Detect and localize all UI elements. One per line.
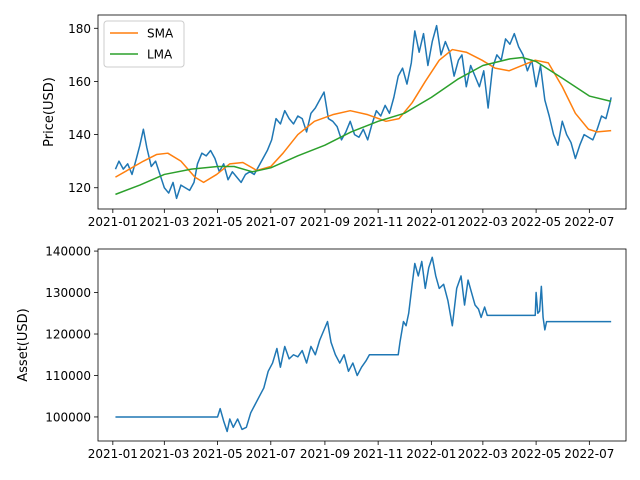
asset-chart: 2021-01 2021-03 2021-05 2021-07 2021-09 2021-… [16,245,627,461]
price-chart: 2021-01 2021-03 2021-05 2021-07 2021-09 2021-… [42,14,627,229]
price-legend: SMA LMA [103,20,185,68]
x-tick-label: 2021-11 [353,447,403,461]
x-tick-label: 2022-07 [564,215,614,229]
x-tick-label: 2022-01 [406,447,456,461]
price-ylabel: Price(USD) [42,77,57,147]
series-line-sma [115,48,612,184]
asset-chart-frame [97,248,627,442]
x-tick-label: 2021-09 [300,215,350,229]
x-tick-label: 2021-11 [353,215,403,229]
y-tick-label: 110000 [45,369,91,383]
x-tick-label: 2021-07 [246,215,296,229]
x-tick-label: 2022-05 [511,447,561,461]
x-tick-label: 2022-07 [564,447,614,461]
y-tick-label: 140 [68,128,91,142]
x-tick-label: 2021-05 [192,215,242,229]
y-tick-label: 160 [68,75,91,89]
legend-label-lma: LMA [147,48,173,62]
series-line-asset [115,256,612,433]
x-tick-label: 2022-03 [458,447,508,461]
y-tick-label: 100000 [45,410,91,424]
y-tick-label: 130000 [45,286,91,300]
x-tick-label: 2022-03 [458,215,508,229]
x-tick-label: 2021-03 [139,215,189,229]
x-tick-label: 2022-05 [511,215,561,229]
x-tick-label: 2021-03 [139,447,189,461]
x-tick-label: 2021-07 [246,447,296,461]
y-tick-label: 180 [68,22,91,36]
series-line-lma [115,56,612,196]
y-tick-label: 120 [68,181,91,195]
y-tick-label: 120000 [45,328,91,342]
x-tick-label: 2022-01 [406,215,456,229]
x-tick-label: 2021-05 [192,447,242,461]
price-chart-frame [97,14,627,210]
series-line-price [114,24,612,200]
legend-label-sma: SMA [147,27,174,41]
x-tick-label: 2021-01 [88,215,138,229]
y-tick-label: 140000 [45,245,91,259]
asset-ylabel: Asset(USD) [16,308,31,381]
x-tick-label: 2021-09 [300,447,350,461]
x-tick-label: 2021-01 [88,447,138,461]
